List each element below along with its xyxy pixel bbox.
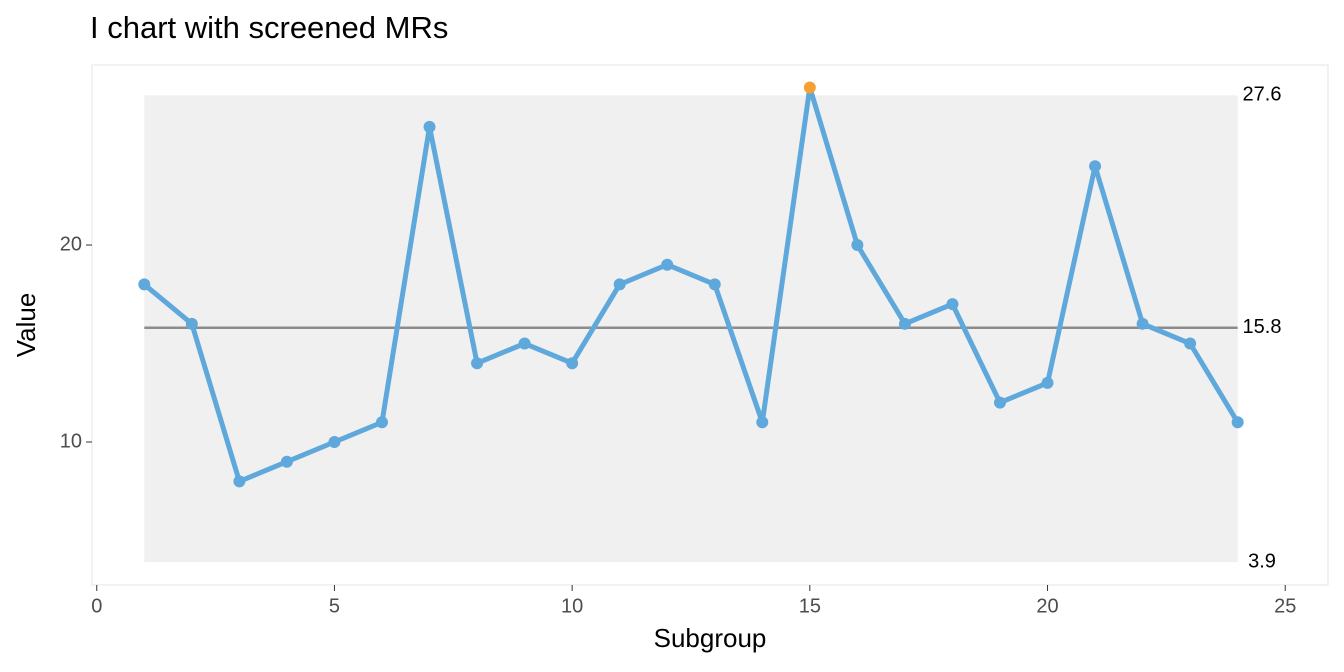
data-point [898, 317, 911, 330]
chart-title: I chart with screened MRs [90, 10, 448, 45]
data-point [375, 416, 388, 429]
x-axis-label: Subgroup [654, 623, 767, 653]
y-tick-label: 20 [60, 233, 82, 255]
data-point [518, 337, 531, 350]
x-tick-label: 25 [1274, 595, 1296, 617]
data-point [851, 239, 864, 252]
data-point [233, 475, 246, 488]
cl-label: 15.8 [1243, 316, 1282, 338]
x-tick-label: 15 [799, 595, 821, 617]
data-point [138, 278, 151, 291]
x-tick-label: 0 [91, 595, 102, 617]
data-point [280, 455, 293, 468]
data-point [471, 357, 484, 370]
data-point [708, 278, 721, 291]
data-point [613, 278, 626, 291]
data-point [1136, 317, 1149, 330]
data-point [185, 317, 198, 330]
data-point [803, 81, 816, 94]
y-axis-label: Value [11, 293, 41, 358]
x-tick-label: 20 [1036, 595, 1058, 617]
lcl-label: 3.9 [1248, 550, 1276, 572]
data-point [1184, 337, 1197, 350]
data-point [993, 396, 1006, 409]
panel-border [91, 64, 1329, 586]
data-point [423, 120, 436, 133]
x-tick-label: 5 [329, 595, 340, 617]
y-tick-label: 10 [60, 430, 82, 452]
data-point [1089, 160, 1102, 173]
data-point [328, 436, 341, 448]
ucl-label: 27.6 [1243, 84, 1282, 106]
data-line [142, 84, 1240, 484]
data-point [756, 416, 769, 429]
data-point [1231, 416, 1244, 429]
data-point [1041, 376, 1054, 389]
data-point [661, 258, 674, 271]
x-tick-label: 10 [561, 595, 583, 617]
data-point [946, 298, 959, 311]
data-point [566, 357, 579, 370]
